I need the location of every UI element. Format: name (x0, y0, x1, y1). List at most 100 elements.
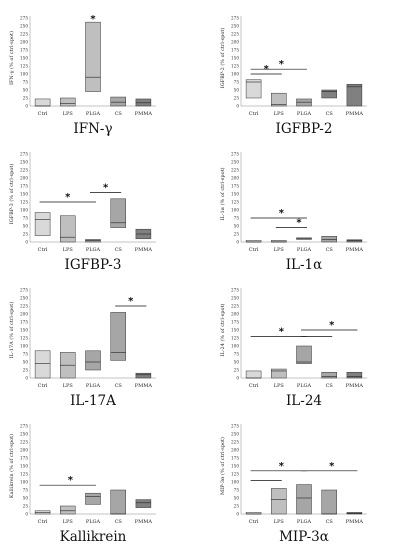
y-tick-label: 25 (234, 367, 240, 372)
x-category-label: PLGA (297, 519, 312, 525)
x-category-label: LPS (274, 383, 285, 389)
y-tick-label: 100 (231, 479, 239, 484)
box-cs (321, 89, 337, 99)
chart-title: Kallikrein (60, 529, 127, 545)
y-tick-label: 75 (234, 215, 240, 220)
chart-panel-igfbp-3: 0 25 50 75 100 125 150 175 200 225 250 275 IGFBP-3 (… (8, 151, 156, 273)
y-tick-label: 275 (20, 423, 28, 428)
chart-panel-igfbp-2: 0 25 50 75 100 125 150 175 200 225 250 275 IGFBP-2 (… (219, 15, 367, 137)
y-tick-label: 225 (20, 31, 28, 36)
significance-star: * (279, 326, 285, 337)
x-category-label: LPS (63, 247, 74, 253)
y-tick-label: 150 (231, 191, 239, 196)
x-category-label: PMMA (135, 383, 153, 389)
y-tick-label: 0 (236, 511, 239, 516)
x-category-label: CS (326, 111, 334, 117)
significance-star: * (90, 14, 96, 25)
y-tick-label: 125 (20, 335, 28, 340)
y-tick-label: 75 (23, 487, 29, 492)
y-tick-label: 100 (20, 343, 28, 348)
x-category-label: PLGA (86, 111, 101, 117)
significance-star: * (65, 192, 71, 203)
y-tick-label: 225 (20, 303, 28, 308)
box-ctrl (34, 350, 51, 379)
box-lps (60, 505, 76, 515)
y-tick-label: 100 (231, 207, 239, 212)
y-tick-label: 250 (231, 295, 239, 300)
box-pmma (135, 98, 152, 107)
x-category-label: PLGA (86, 247, 101, 253)
x-category-label: PLGA (297, 111, 312, 117)
y-tick-label: 175 (20, 455, 28, 460)
significance-star: * (68, 475, 74, 486)
y-tick-label: 150 (20, 191, 28, 196)
significance-star: * (296, 218, 302, 229)
y-tick-label: 150 (231, 463, 239, 468)
box-pmma (135, 372, 152, 379)
x-category-label: LPS (63, 519, 74, 525)
chart-panel-kallikrein: 0 25 50 75 100 125 150 175 200 225 250 275 Kallikrei… (8, 423, 156, 545)
x-category-label: CS (326, 519, 334, 525)
x-category-label: PLGA (297, 383, 312, 389)
significance-star: * (128, 296, 134, 307)
y-tick-label: 225 (20, 439, 28, 444)
x-category-label: LPS (274, 247, 285, 253)
y-tick-label: 250 (231, 431, 239, 436)
box-plga (85, 350, 101, 371)
x-category-label: LPS (63, 111, 74, 117)
box-pmma (346, 239, 363, 243)
box-pmma (346, 371, 363, 379)
x-category-label: PMMA (346, 383, 364, 389)
x-category-label: PMMA (135, 519, 153, 525)
y-tick-label: 250 (231, 159, 239, 164)
x-category-label: Ctrl (249, 519, 259, 525)
y-tick-label: 0 (25, 103, 28, 108)
chart-title: IL-24 (286, 393, 322, 409)
y-tick-label: 175 (20, 47, 28, 52)
y-tick-label: 250 (20, 23, 28, 28)
y-tick-label: 250 (20, 159, 28, 164)
x-category-label: CS (326, 383, 334, 389)
box-lps (271, 488, 287, 515)
y-tick-label: 250 (231, 23, 239, 28)
y-tick-label: 175 (231, 47, 239, 52)
box-cs (110, 489, 126, 515)
y-tick-label: 250 (20, 431, 28, 436)
y-tick-label: 75 (23, 79, 29, 84)
y-axis-label: Kallikrein (% of ctrl-spot) (8, 434, 15, 498)
x-category-label: LPS (274, 519, 285, 525)
y-tick-label: 25 (23, 231, 29, 236)
box-cs (110, 312, 126, 361)
y-tick-label: 275 (20, 287, 28, 292)
y-axis-label: MIP-3α (% of ctrl-spot) (219, 437, 226, 495)
y-tick-label: 200 (20, 39, 28, 44)
box-ctrl (245, 370, 262, 379)
x-category-label: PMMA (135, 111, 153, 117)
chart-panel-mip-3: 0 25 50 75 100 125 150 175 200 225 250 275 MIP-3α (%… (219, 423, 367, 545)
y-tick-label: 150 (20, 55, 28, 60)
y-tick-label: 275 (231, 287, 239, 292)
chart-title: IGFBP-2 (276, 121, 333, 137)
y-tick-label: 50 (234, 87, 240, 92)
y-tick-label: 75 (234, 351, 240, 356)
y-tick-label: 200 (231, 39, 239, 44)
y-tick-label: 125 (20, 471, 28, 476)
y-tick-label: 75 (23, 351, 29, 356)
y-tick-label: 75 (234, 487, 240, 492)
box-plga (296, 484, 312, 515)
y-tick-label: 175 (20, 319, 28, 324)
y-tick-label: 50 (234, 359, 240, 364)
y-tick-label: 225 (231, 167, 239, 172)
y-tick-label: 0 (236, 239, 239, 244)
x-category-label: LPS (274, 111, 285, 117)
x-category-label: PMMA (346, 247, 364, 253)
y-tick-label: 100 (20, 71, 28, 76)
y-tick-label: 200 (20, 447, 28, 452)
significance-star: * (103, 182, 109, 193)
y-tick-label: 50 (23, 87, 29, 92)
y-tick-label: 100 (20, 207, 28, 212)
chart-title: IL-17A (70, 393, 116, 409)
y-tick-label: 150 (231, 327, 239, 332)
y-tick-label: 150 (231, 55, 239, 60)
y-tick-label: 50 (23, 495, 29, 500)
